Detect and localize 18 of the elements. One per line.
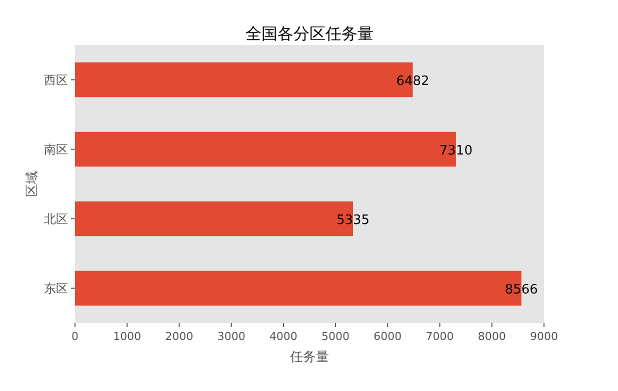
x-tick-label: 3000 (217, 330, 246, 343)
y-tick-label: 西区 (44, 72, 68, 87)
x-tick-label: 6000 (374, 330, 402, 343)
y-tick-label: 北区 (44, 212, 68, 226)
x-tick-label: 0 (72, 330, 78, 343)
x-tick-label: 2000 (165, 330, 194, 343)
x-tick-label: 1000 (113, 330, 142, 343)
y-tick-label: 东区 (44, 281, 68, 296)
y-axis-title: 区域 (25, 171, 40, 197)
x-tick-label: 8000 (478, 330, 506, 343)
x-tick-label: 9000 (530, 330, 558, 343)
chart-title: 全国各分区任务量 (246, 24, 374, 43)
data-label: 5335 (336, 212, 370, 228)
x-tick-label: 5000 (322, 330, 350, 343)
x-axis-title: 任务量 (289, 350, 329, 365)
x-tick-label: 4000 (269, 330, 298, 343)
x-tick-label: 7000 (426, 330, 454, 343)
y-tick-label: 南区 (44, 142, 68, 156)
